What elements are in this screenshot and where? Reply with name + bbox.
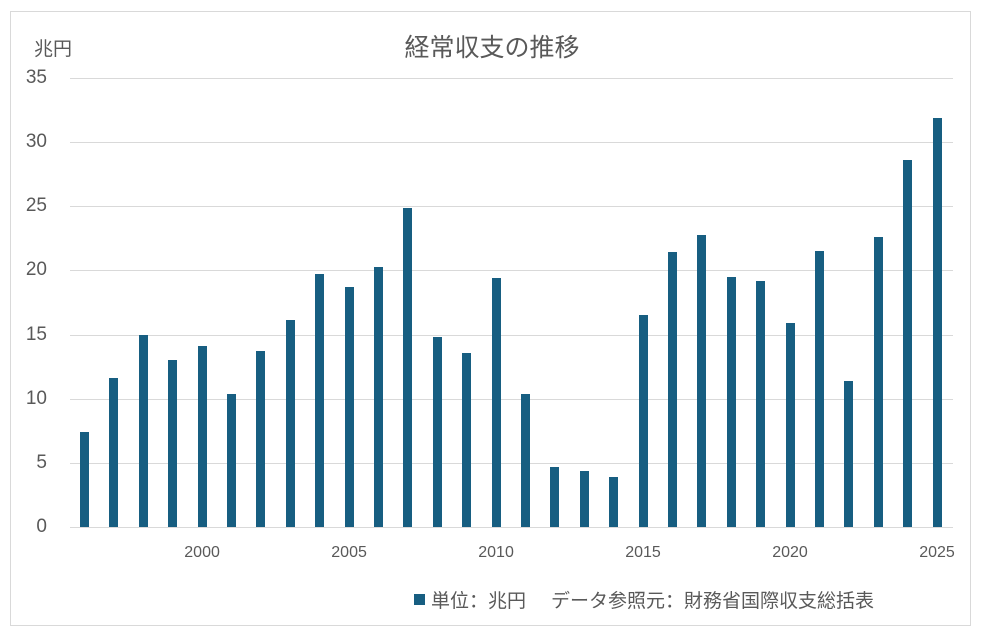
gridline: [70, 334, 953, 336]
bar-2023[interactable]: [873, 237, 883, 527]
bar-2021[interactable]: [814, 251, 824, 527]
bar-2001[interactable]: [226, 393, 236, 527]
y-tick-label: 5: [36, 451, 47, 473]
bar-1998[interactable]: [138, 334, 148, 527]
bar-1997[interactable]: [109, 378, 119, 527]
bar-2020[interactable]: [785, 323, 795, 527]
bar-2019[interactable]: [756, 280, 766, 527]
bar-2005[interactable]: [344, 287, 354, 527]
bar-2004[interactable]: [315, 274, 325, 527]
bar-2009[interactable]: [462, 352, 472, 527]
y-axis-unit-label: 兆円: [34, 38, 73, 60]
gridline: [70, 142, 953, 144]
bar-2000[interactable]: [197, 346, 207, 527]
bar-2018[interactable]: [726, 276, 736, 527]
bar-2013[interactable]: [579, 470, 589, 527]
bar-2025[interactable]: [932, 117, 942, 527]
y-tick-label: 30: [25, 131, 47, 153]
bar-2008[interactable]: [432, 337, 442, 527]
bar-2006[interactable]: [373, 266, 383, 527]
x-tick-label: 2010: [478, 544, 514, 561]
legend: 単位：兆円 データ参照元：財務省国際収支総括表: [414, 586, 874, 613]
gridline: [70, 398, 953, 400]
x-tick-label: 2000: [184, 544, 220, 561]
bar-2012[interactable]: [550, 466, 560, 527]
x-tick-label: 2025: [919, 544, 955, 561]
bar-1999[interactable]: [168, 360, 178, 527]
bar-2024[interactable]: [903, 160, 913, 527]
gridline: [70, 462, 953, 464]
y-tick-label: 20: [25, 259, 47, 281]
y-tick-label: 35: [25, 67, 47, 88]
x-tick-label: 2005: [331, 544, 367, 561]
gridline: [70, 78, 953, 79]
bar-2014[interactable]: [609, 476, 619, 527]
x-tick-label: 2015: [625, 544, 661, 561]
bar-2015[interactable]: [638, 315, 648, 527]
y-tick-label: 10: [25, 387, 47, 409]
chart-title: 経常収支の推移: [404, 33, 580, 62]
y-tick-label: 0: [36, 516, 47, 537]
bar-2002[interactable]: [256, 351, 266, 527]
bar-2007[interactable]: [403, 207, 413, 527]
gridline: [70, 527, 953, 528]
bar-2003[interactable]: [285, 320, 295, 527]
x-tick-label: 2020: [772, 544, 808, 561]
bar-1996[interactable]: [80, 432, 89, 527]
bar-2017[interactable]: [697, 234, 707, 527]
bar-2022[interactable]: [844, 380, 854, 527]
bar-2011[interactable]: [520, 393, 530, 527]
legend-swatch-icon: [414, 594, 425, 605]
legend-label: 単位：兆円 データ参照元：財務省国際収支総括表: [431, 590, 875, 612]
y-tick-label: 15: [25, 323, 47, 345]
y-tick-label: 25: [25, 195, 47, 217]
bar-2016[interactable]: [667, 252, 677, 527]
gridline: [70, 270, 953, 272]
plot-area: [70, 78, 953, 528]
bar-2010[interactable]: [491, 278, 501, 527]
gridline: [70, 206, 953, 208]
